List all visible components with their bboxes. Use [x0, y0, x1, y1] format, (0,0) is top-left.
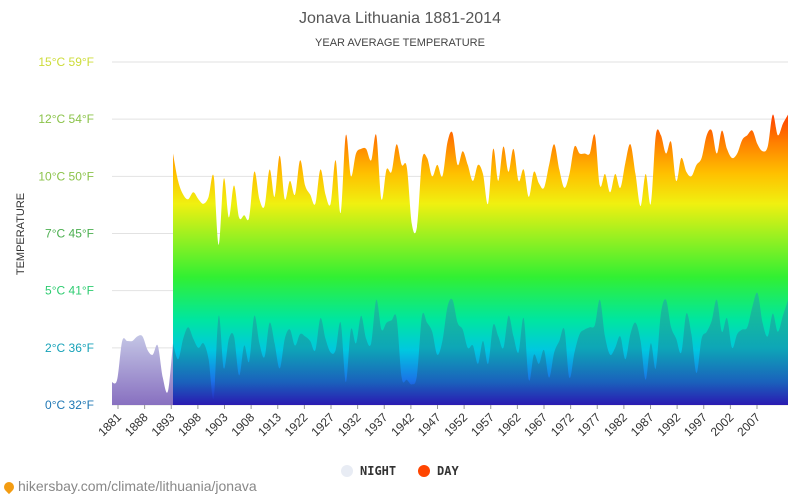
- x-tick-label: 1947: [415, 410, 444, 439]
- source-link[interactable]: hikersbay.com/climate/lithuania/jonava: [1, 478, 257, 495]
- x-tick-label: 1937: [362, 410, 391, 439]
- x-tick-label: 1982: [601, 410, 630, 439]
- x-tick-label: 1888: [122, 410, 151, 439]
- x-tick-label: 1932: [335, 410, 364, 439]
- x-tick-label: 1987: [628, 410, 657, 439]
- x-tick-label: 1913: [255, 410, 284, 439]
- y-tick-label: 12°C 54°F: [38, 112, 94, 126]
- y-tick-labels: 0°C 32°F 2°C 36°F 5°C 41°F 7°C 45°F 10°C 50°…: [38, 55, 94, 412]
- x-tick-label: 1898: [175, 410, 204, 439]
- x-tick-label: 1967: [521, 410, 550, 439]
- location-pin-icon: [1, 479, 17, 495]
- night-area-early: [112, 335, 173, 405]
- x-tick-label: 2007: [734, 410, 763, 439]
- x-tick-label: 1972: [548, 410, 577, 439]
- x-tick-label: 1992: [654, 410, 683, 439]
- chart-subtitle: YEAR AVERAGE TEMPERATURE: [315, 37, 485, 49]
- x-tick-label: 1957: [468, 410, 497, 439]
- x-tick-label: 1903: [202, 410, 231, 439]
- x-tick-label: 1962: [495, 410, 524, 439]
- x-tick-label: 1942: [388, 410, 417, 439]
- chart-title: Jonava Lithuania 1881-2014: [299, 10, 501, 27]
- x-tick-label: 1952: [441, 410, 470, 439]
- x-tick-label: 1881: [95, 410, 124, 439]
- x-tick-label: 2002: [708, 410, 737, 439]
- legend-day-label: DAY: [437, 464, 459, 478]
- x-tick-labels: 1881188818931898190319081913192219271932…: [95, 405, 763, 439]
- night-area: [173, 292, 788, 405]
- x-tick-label: 1922: [282, 410, 311, 439]
- series-areas: [112, 114, 788, 405]
- legend: NIGHT DAY: [341, 464, 459, 478]
- y-tick-label: 2°C 36°F: [45, 341, 94, 355]
- y-tick-label: 5°C 41°F: [45, 284, 94, 298]
- legend-night-swatch: [341, 465, 353, 477]
- y-tick-label: 0°C 32°F: [45, 398, 94, 412]
- y-tick-label: 7°C 45°F: [45, 227, 94, 241]
- source-text: hikersbay.com/climate/lithuania/jonava: [18, 478, 257, 494]
- x-tick-label: 1893: [149, 410, 178, 439]
- x-tick-label: 1977: [575, 410, 604, 439]
- x-tick-label: 1908: [228, 410, 257, 439]
- y-axis-label: TEMPERATURE: [15, 193, 27, 275]
- x-tick-label: 1927: [308, 410, 337, 439]
- x-tick-label: 1997: [681, 410, 710, 439]
- legend-night-label: NIGHT: [360, 464, 396, 478]
- legend-day-swatch: [418, 465, 430, 477]
- y-tick-label: 15°C 59°F: [38, 55, 94, 69]
- y-tick-label: 10°C 50°F: [38, 169, 94, 183]
